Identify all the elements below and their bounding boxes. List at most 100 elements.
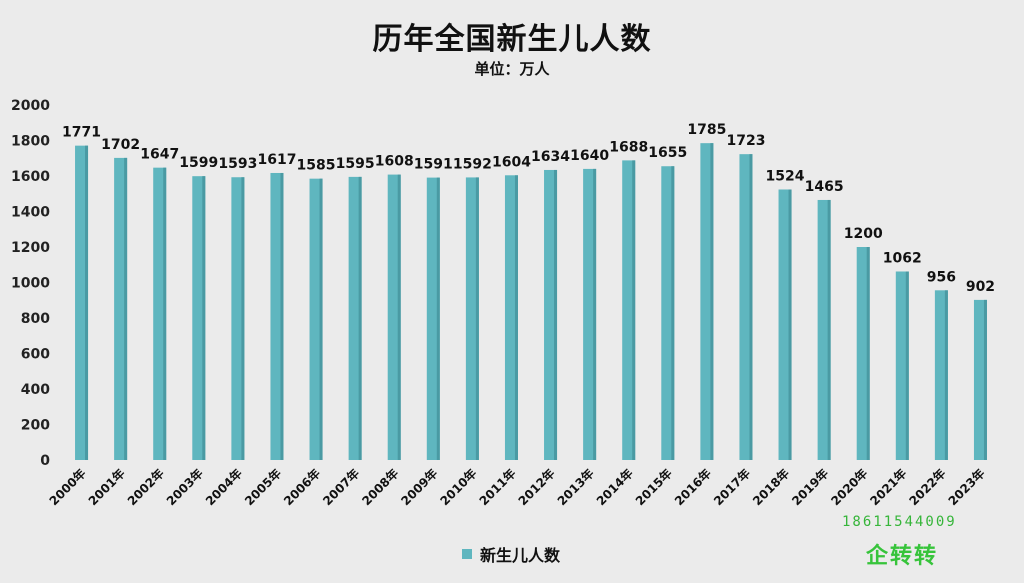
bar-shade xyxy=(554,169,558,460)
y-tick-label: 1600 xyxy=(11,169,50,185)
data-label: 1062 xyxy=(883,250,922,266)
bar-group: 1592 2010年 xyxy=(437,156,492,508)
data-label: 1702 xyxy=(101,137,140,153)
bar xyxy=(309,178,323,460)
bar xyxy=(895,271,909,460)
x-tick-label: 2002年 xyxy=(124,466,167,509)
data-label: 1608 xyxy=(375,154,414,170)
bar-shade xyxy=(241,177,245,460)
bar xyxy=(739,154,753,461)
bar xyxy=(75,145,89,460)
bar xyxy=(348,176,362,460)
bar xyxy=(231,177,245,460)
y-tick-label: 800 xyxy=(21,311,50,327)
watermark-brand: 企转转 xyxy=(866,544,939,569)
bar xyxy=(465,177,479,461)
data-label: 1771 xyxy=(62,125,101,141)
x-tick-label: 2006年 xyxy=(280,466,323,509)
watermark-phone: 18611544009 xyxy=(842,514,957,530)
chart-subtitle: 单位：万人 xyxy=(474,60,550,78)
bar xyxy=(700,143,714,460)
data-label: 1592 xyxy=(453,156,492,172)
x-tick-label: 2000年 xyxy=(46,466,89,509)
bar xyxy=(426,177,440,460)
bar-group: 1640 2013年 xyxy=(554,148,609,508)
data-label: 1585 xyxy=(297,158,336,174)
x-tick-label: 2017年 xyxy=(710,466,753,509)
bar-group: 1593 2004年 xyxy=(202,156,257,508)
bar xyxy=(622,160,636,460)
data-label: 1723 xyxy=(726,133,765,149)
bar-shade xyxy=(85,145,89,460)
bar-group: 1604 2011年 xyxy=(476,154,531,508)
x-tick-label: 2011年 xyxy=(476,466,519,509)
y-tick-label: 1200 xyxy=(11,240,50,256)
x-tick-label: 2009年 xyxy=(398,466,441,509)
bar-shade xyxy=(866,247,870,460)
bar-shade xyxy=(710,143,714,460)
bar-shade xyxy=(749,154,753,461)
x-tick-label: 2014年 xyxy=(593,466,636,509)
data-label: 1688 xyxy=(609,139,648,155)
data-label: 1634 xyxy=(531,149,570,165)
bar-shade xyxy=(163,167,167,460)
bar xyxy=(504,175,518,461)
bar xyxy=(661,166,675,461)
data-label: 1604 xyxy=(492,154,531,170)
bar-shade xyxy=(358,176,362,460)
data-label: 1655 xyxy=(648,145,687,161)
bar-shade xyxy=(671,166,675,461)
x-tick-label: 2005年 xyxy=(241,466,284,509)
bar-group: 1771 2000年 xyxy=(46,125,101,509)
y-tick-label: 600 xyxy=(21,347,50,363)
data-label: 1200 xyxy=(844,226,883,242)
bar-group: 1200 2020年 xyxy=(828,226,883,508)
bar-group: 1785 2016年 xyxy=(671,122,726,508)
bar-group: 1702 2001年 xyxy=(85,137,140,508)
bar xyxy=(817,199,831,460)
x-tick-label: 2022年 xyxy=(906,466,949,509)
y-tick-label: 2000 xyxy=(11,98,50,114)
data-label: 902 xyxy=(966,279,995,295)
bar-group: 1595 2007年 xyxy=(320,156,375,508)
bar xyxy=(270,172,284,461)
bar xyxy=(583,168,597,460)
bar-group: 1723 2017年 xyxy=(710,133,765,508)
bar-group: 1591 2009年 xyxy=(398,157,453,509)
bar-group: 1585 2006年 xyxy=(280,158,335,509)
bar-shade xyxy=(905,271,909,460)
bar xyxy=(973,299,987,460)
x-tick-label: 2016年 xyxy=(671,466,714,509)
bar-shade xyxy=(788,189,792,461)
bar-group: 1655 2015年 xyxy=(632,145,687,508)
data-label: 1595 xyxy=(336,156,375,172)
x-tick-label: 2020年 xyxy=(828,466,871,509)
bar-shade xyxy=(632,160,636,460)
bar-shade xyxy=(202,176,206,461)
x-tick-label: 2018年 xyxy=(749,466,792,509)
bar-shade xyxy=(319,178,323,460)
chart-title: 历年全国新生儿人数 xyxy=(372,22,652,57)
y-tick-label: 400 xyxy=(21,382,50,398)
data-label: 1465 xyxy=(805,179,844,195)
x-tick-label: 2015年 xyxy=(632,466,675,509)
data-label: 1617 xyxy=(257,152,296,168)
bar-group: 1608 2008年 xyxy=(359,154,414,509)
data-label: 1599 xyxy=(179,155,218,171)
bar-shade xyxy=(475,177,479,461)
data-label: 956 xyxy=(927,269,956,285)
bar-shade xyxy=(280,172,284,461)
bar xyxy=(387,174,401,460)
bar xyxy=(544,169,558,460)
data-label: 1785 xyxy=(687,122,726,138)
bar-shade xyxy=(944,290,948,460)
bar-shade xyxy=(593,168,597,460)
x-tick-label: 2019年 xyxy=(789,466,832,509)
data-label: 1647 xyxy=(140,147,179,163)
bar-group: 1062 2021年 xyxy=(867,250,922,508)
data-label: 1591 xyxy=(414,157,453,173)
x-tick-label: 2012年 xyxy=(515,466,558,509)
chart-legend: 新生儿人数 xyxy=(462,542,560,566)
